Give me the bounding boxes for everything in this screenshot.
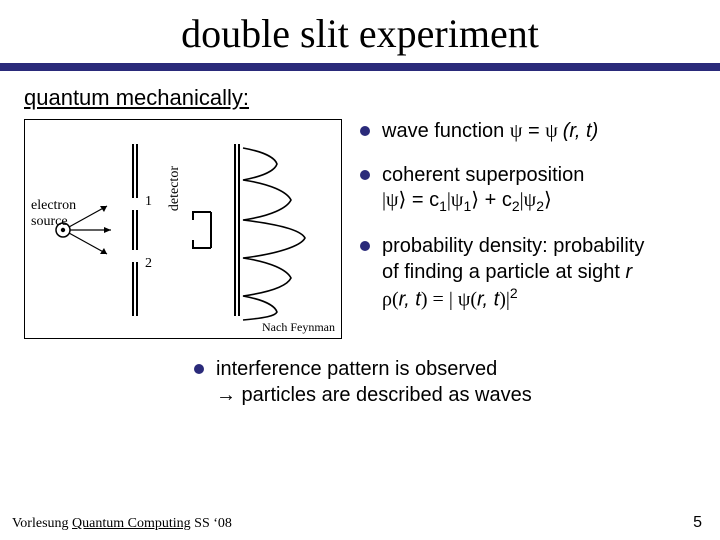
b3-args: r, t [399, 289, 421, 311]
footer-post: SS ‘08 [191, 516, 232, 531]
b2-sub1: 1 [439, 198, 447, 214]
b3-args2: r, t [477, 289, 499, 311]
content-row: electron source 1 2 detector Nach Feynma… [0, 119, 720, 339]
bullet-wave-function: wave function ψ = ψ (r, t) [360, 119, 696, 145]
double-slit-diagram: electron source 1 2 detector Nach Feynma… [24, 119, 342, 339]
b4-l2: → particles are described as waves [216, 384, 532, 406]
psi-symbol: ψ [510, 120, 523, 142]
b2-line1: coherent superposition [382, 164, 584, 186]
label-source: source [31, 214, 68, 230]
page-number: 5 [693, 514, 702, 532]
label-detector: detector [167, 166, 183, 211]
label-slit-1: 1 [145, 194, 152, 210]
b3-mid: ) = | ψ( [421, 289, 477, 311]
bullet-interference: interference pattern is observed → parti… [194, 357, 696, 408]
b1-args: (r, t) [563, 120, 599, 142]
b3-exp: 2 [510, 285, 518, 301]
footer-pre: Vorlesung [12, 516, 72, 531]
label-electron: electron [31, 198, 76, 214]
b4-l1: interference pattern is observed [216, 358, 497, 380]
b3-r: r [625, 261, 632, 283]
bullet-probability: probability density: probability of find… [360, 234, 696, 313]
b2-ket1: |ψ [447, 189, 464, 211]
b1-eq: = [522, 120, 545, 142]
title-rule [0, 63, 720, 71]
psi-symbol-2: ψ [545, 120, 563, 142]
b2-ket2: |ψ [520, 189, 537, 211]
subtitle: quantum mechanically: [0, 71, 720, 119]
b2-sub2: 2 [512, 198, 520, 214]
b3-rho: ρ( [382, 289, 399, 311]
b2-eq: = c [406, 189, 439, 211]
bullet-superposition: coherent superposition |ψ⟩ = c1|ψ1⟩ + c2… [360, 163, 696, 217]
bottom-bullet-list: interference pattern is observed → parti… [0, 339, 720, 408]
label-slit-2: 2 [145, 256, 152, 272]
b3-l2a: of finding a particle at sight [382, 261, 625, 283]
b3-end: )| [499, 289, 510, 311]
footer-course: Quantum Computing [72, 516, 191, 531]
b2-ket1-close: ⟩ [471, 189, 479, 211]
footer-left: Vorlesung Quantum Computing SS ‘08 [12, 516, 232, 532]
slide-title: double slit experiment [0, 0, 720, 63]
b2-ket2-sub: 2 [536, 198, 544, 214]
b2-plus: + c [479, 189, 512, 211]
b1-text: wave function [382, 120, 510, 142]
bullet-list: wave function ψ = ψ (r, t) coherent supe… [342, 119, 696, 339]
b2-ket: |ψ⟩ [382, 189, 406, 211]
diagram-svg [25, 120, 343, 340]
label-credit: Nach Feynman [262, 320, 335, 335]
b2-ket2-close: ⟩ [544, 189, 552, 211]
b3-l1: probability density: probability [382, 235, 644, 257]
